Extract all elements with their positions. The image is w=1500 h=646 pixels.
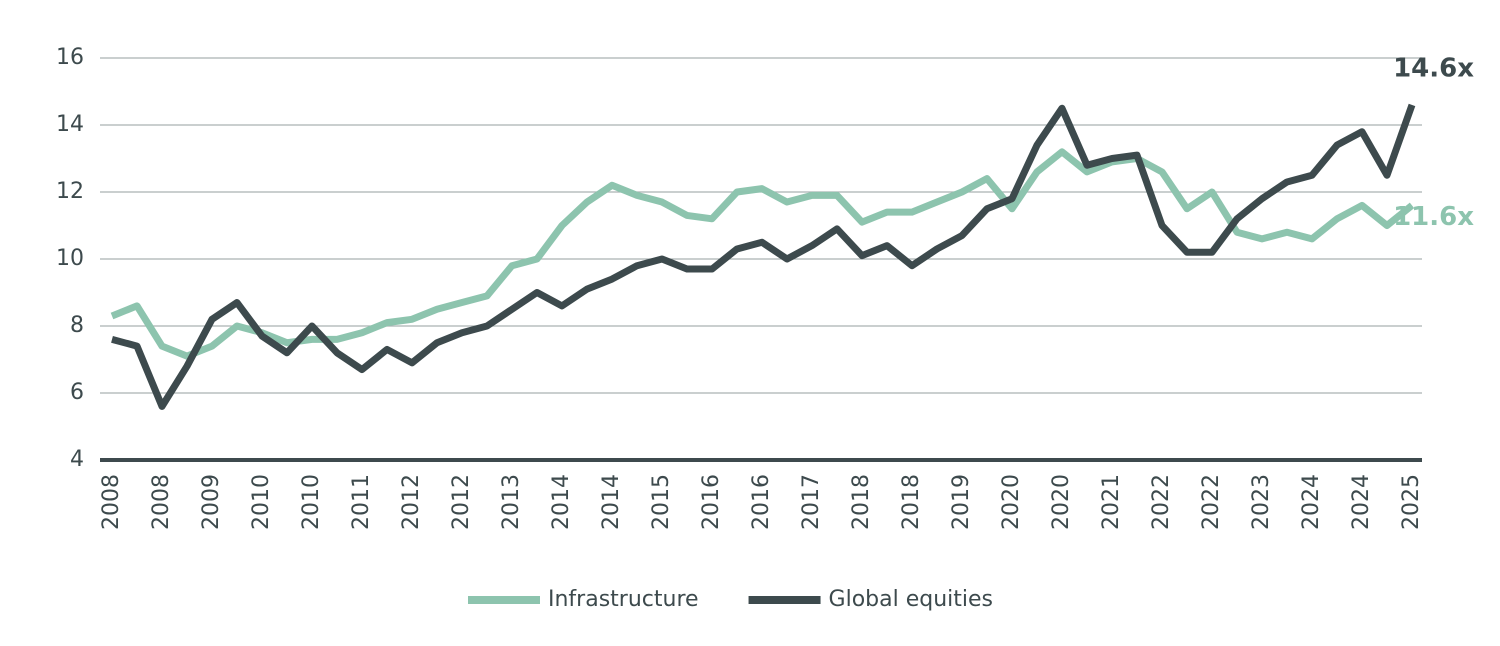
x-tick-label: 2014 (549, 474, 574, 530)
x-tick-label: 2011 (349, 474, 374, 530)
value-label: 14.6x (1393, 53, 1474, 83)
y-tick-label: 6 (70, 380, 84, 405)
value-label: 11.6x (1393, 202, 1474, 232)
x-tick-label: 2012 (399, 474, 424, 530)
y-tick-label: 12 (56, 179, 84, 204)
x-tick-label: 2008 (149, 474, 174, 530)
series-line (111, 103, 1416, 410)
y-tick-label: 8 (70, 313, 84, 338)
y-tick-label: 14 (56, 112, 84, 137)
x-tick-label: 2024 (1349, 474, 1374, 530)
x-tick-label: 2020 (999, 474, 1024, 530)
x-tick-label: 2024 (1299, 474, 1324, 530)
x-tick-label: 2021 (1099, 474, 1124, 530)
x-tick-label: 2019 (949, 474, 974, 530)
y-tick-label: 10 (56, 246, 84, 271)
legend-label: Infrastructure (548, 587, 699, 612)
x-tick-label: 2013 (499, 474, 524, 530)
x-tick-label: 2014 (599, 474, 624, 530)
x-tick-label: 2008 (99, 474, 124, 530)
x-tick-label: 2023 (1249, 474, 1274, 530)
y-tick-label: 4 (70, 447, 84, 472)
x-tick-label: 2010 (299, 474, 324, 530)
x-tick-label: 2017 (799, 474, 824, 530)
x-tick-label: 2020 (1049, 474, 1074, 530)
y-tick-label: 16 (56, 45, 84, 70)
legend-label: Global equities (829, 587, 993, 612)
x-tick-label: 2015 (649, 474, 674, 530)
x-tick-label: 2016 (749, 474, 774, 530)
x-tick-label: 2022 (1149, 474, 1174, 530)
x-tick-label: 2018 (899, 474, 924, 530)
x-tick-label: 2016 (699, 474, 724, 530)
x-tick-label: 2010 (249, 474, 274, 530)
x-tick-label: 2012 (449, 474, 474, 530)
x-tick-label: 2022 (1199, 474, 1224, 530)
x-tick-label: 2018 (849, 474, 874, 530)
x-tick-label: 2025 (1399, 474, 1424, 530)
x-tick-label: 2009 (199, 474, 224, 530)
